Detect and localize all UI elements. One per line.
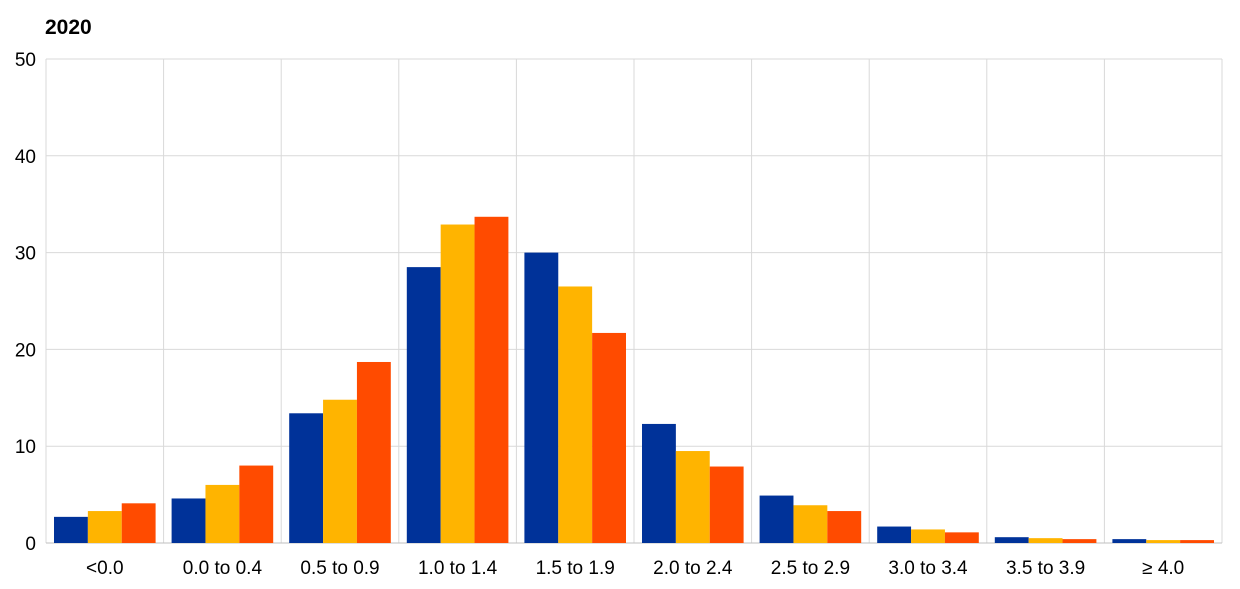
y-tick-label: 40 — [15, 147, 36, 168]
x-tick-label: ≥ 4.0 — [1142, 558, 1184, 579]
chart-title: 2020 — [45, 16, 92, 39]
x-tick-label: <0.0 — [86, 558, 124, 579]
x-tick-label: 1.0 to 1.4 — [418, 558, 498, 579]
bar — [406, 267, 441, 543]
bar — [524, 252, 559, 543]
bar — [121, 503, 156, 543]
y-tick-label: 30 — [15, 244, 36, 265]
bar — [944, 532, 979, 543]
bar — [592, 332, 626, 543]
bar — [709, 466, 744, 543]
x-tick-label: 0.0 to 0.4 — [183, 558, 263, 579]
x-tick-label: 1.5 to 1.9 — [536, 558, 615, 579]
bar — [323, 399, 357, 543]
bar — [87, 511, 122, 543]
y-axis-ticks: 0 10 20 30 40 50 — [15, 50, 36, 555]
y-tick-label: 20 — [15, 340, 36, 361]
y-tick-label: 0 — [25, 534, 36, 555]
bars — [54, 216, 1214, 543]
bar — [827, 511, 862, 543]
gridlines — [45, 58, 1223, 544]
bar — [440, 224, 475, 543]
bar — [877, 526, 912, 543]
bar — [1062, 539, 1097, 543]
bar — [675, 451, 710, 543]
x-tick-label: 3.5 to 3.9 — [1006, 558, 1085, 579]
bar — [911, 529, 945, 543]
bar — [1146, 540, 1181, 543]
x-tick-label: 3.0 to 3.4 — [888, 558, 968, 579]
y-tick-label: 10 — [15, 437, 36, 458]
bar — [239, 465, 274, 543]
bar — [289, 413, 324, 543]
bar — [474, 216, 509, 543]
bar — [759, 495, 794, 543]
x-tick-label: 0.5 to 0.9 — [300, 558, 379, 579]
bar — [994, 537, 1029, 543]
bar — [1180, 540, 1214, 543]
bar — [642, 423, 676, 543]
bar — [356, 361, 391, 543]
x-tick-label: 2.0 to 2.4 — [653, 558, 733, 579]
x-tick-label: 2.5 to 2.9 — [771, 558, 850, 579]
bar — [793, 505, 828, 543]
bar — [558, 286, 593, 543]
bar — [1028, 538, 1063, 543]
x-axis-ticks: <0.0 0.0 to 0.4 0.5 to 0.9 1.0 to 1.4 1.5 to… — [86, 558, 1184, 579]
bar — [1112, 539, 1147, 543]
y-tick-label: 50 — [15, 50, 36, 71]
bar — [54, 516, 88, 543]
bar — [171, 498, 206, 543]
bar — [205, 484, 240, 543]
